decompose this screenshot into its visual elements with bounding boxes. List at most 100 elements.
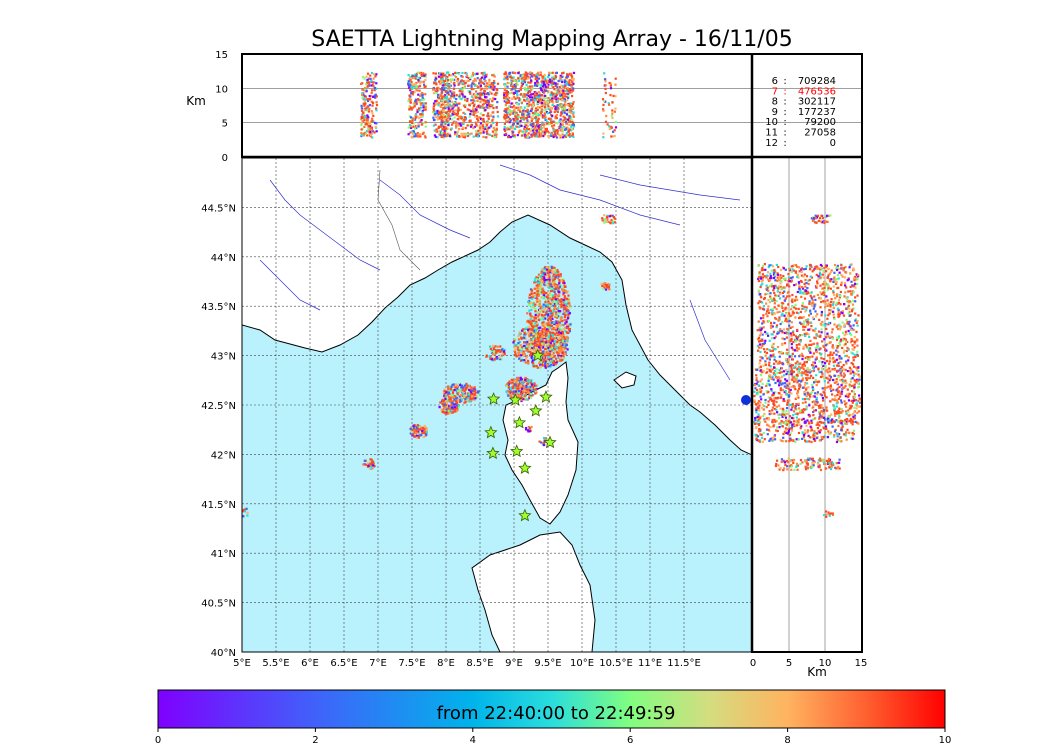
altitude-source — [474, 115, 477, 118]
lightning-source — [545, 313, 548, 316]
altitude-source — [438, 72, 441, 75]
altitude-source — [476, 99, 479, 102]
altitude-source — [489, 86, 492, 89]
altitude-source — [465, 133, 468, 136]
altitude-source — [550, 94, 553, 97]
altitude-source — [529, 71, 532, 74]
lightning-source — [560, 331, 563, 335]
lightning-source — [536, 276, 539, 279]
altitude-source — [543, 133, 546, 136]
lightning-source — [527, 429, 530, 432]
altitude-source — [528, 115, 531, 118]
lightning-source — [557, 288, 560, 291]
altitude-source — [447, 109, 450, 112]
altitude-source — [467, 76, 470, 80]
right-source — [757, 277, 760, 280]
altitude-source — [367, 116, 370, 119]
altitude-source — [494, 97, 497, 101]
lightning-source — [531, 383, 534, 386]
altitude-source — [456, 118, 459, 121]
altitude-source — [489, 104, 492, 107]
right-source — [783, 342, 787, 345]
lightning-source — [493, 349, 497, 352]
altitude-source — [444, 121, 447, 124]
right-source — [795, 337, 799, 340]
lightning-source — [563, 345, 566, 348]
lightning-source — [546, 322, 549, 325]
altitude-source — [571, 102, 574, 106]
lightning-source — [536, 366, 539, 369]
lightning-source — [515, 384, 518, 387]
lightning-source — [460, 399, 463, 402]
lightning-source — [562, 357, 566, 360]
altitude-source — [372, 81, 375, 84]
lightning-source — [455, 409, 459, 412]
altitude-source — [536, 112, 539, 115]
altitude-source — [521, 113, 524, 116]
altitude-source — [409, 106, 412, 109]
lightning-source — [415, 436, 419, 439]
altitude-source — [442, 127, 445, 131]
right-source — [845, 349, 848, 353]
lightning-source — [556, 295, 559, 298]
lightning-source — [527, 388, 530, 391]
longitude-tick-label: 5°E — [233, 658, 251, 669]
altitude-source — [360, 134, 363, 137]
lightning-source — [538, 336, 541, 339]
altitude-source — [366, 134, 369, 137]
altitude-source — [503, 128, 506, 131]
altitude-source — [487, 102, 490, 105]
altitude-source — [503, 95, 506, 98]
altitude-source — [440, 99, 443, 102]
altitude-source — [559, 125, 562, 128]
altitude-source — [555, 136, 559, 139]
altitude-source — [493, 132, 496, 135]
lightning-source — [535, 329, 538, 332]
altitude-source — [472, 97, 475, 100]
altitude-source — [415, 85, 418, 88]
altitude-source — [561, 130, 564, 133]
lightning-source — [565, 341, 568, 344]
lightning-source — [565, 320, 568, 324]
altitude-source — [557, 108, 560, 111]
altitude-source — [517, 72, 520, 75]
lightning-source — [517, 390, 520, 393]
altitude-source — [421, 96, 424, 99]
lightning-source — [550, 324, 554, 327]
altitude-source — [440, 115, 443, 118]
lightning-source — [563, 298, 566, 301]
altitude-source — [463, 86, 466, 89]
lightning-source — [494, 345, 497, 348]
lightning-source — [560, 342, 563, 345]
right-source — [819, 306, 822, 309]
lightning-source — [539, 365, 542, 368]
altitude-source — [457, 83, 460, 86]
altitude-source — [409, 79, 412, 82]
right-source — [839, 361, 842, 364]
altitude-source — [465, 80, 468, 83]
lightning-source — [557, 331, 560, 334]
altitude-source — [476, 110, 479, 114]
altitude-source — [547, 107, 550, 110]
right-source — [843, 337, 846, 340]
altitude-source — [484, 108, 487, 112]
altitude-source — [440, 135, 443, 138]
lightning-source — [550, 285, 554, 289]
altitude-source — [606, 123, 609, 126]
lightning-source — [569, 306, 572, 309]
altitude-source — [411, 91, 414, 94]
altitude-source — [361, 88, 364, 91]
altitude-source — [470, 88, 473, 91]
lightning-source — [493, 358, 496, 361]
lightning-source — [421, 426, 424, 429]
lightning-source — [563, 300, 566, 304]
altitude-source — [443, 88, 446, 92]
altitude-source — [483, 89, 486, 92]
altitude-source — [519, 74, 522, 77]
lightning-source — [552, 334, 555, 337]
altitude-source — [363, 125, 366, 128]
altitude-source — [503, 91, 506, 94]
altitude-source — [536, 134, 540, 137]
lightning-source — [562, 280, 565, 283]
altitude-source — [460, 75, 463, 78]
